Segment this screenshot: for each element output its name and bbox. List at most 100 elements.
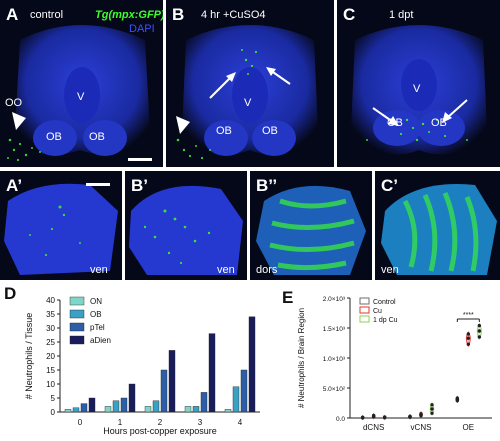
legend-swatch (359, 315, 370, 323)
oo-label: OO (5, 97, 23, 109)
panel-a-prime: A’ ven (0, 171, 122, 280)
bar-pTel (200, 392, 208, 413)
bar-pTel (80, 403, 88, 413)
bar-OB (192, 406, 200, 413)
y-tick-label: 35 (46, 310, 55, 319)
brain-image-1dpt (351, 25, 487, 155)
data-point (371, 413, 376, 418)
panel-b-double-prime: B’’ dors (250, 171, 372, 280)
arrow-icons-b (176, 67, 291, 134)
bar-ON (144, 406, 152, 413)
tissue-image-a-prime (4, 183, 118, 275)
marker-gfp-label: Tg(mpx:GFP) (95, 9, 163, 21)
panel-a-title: control (30, 9, 64, 21)
ob-right-label-b: OB (262, 125, 278, 137)
bar-aDien (88, 397, 96, 413)
arrowhead-icon (12, 112, 26, 130)
y-axis-label: # Neutrophils / Brain Region (297, 308, 306, 408)
data-point (430, 411, 434, 415)
x-tick-label: 1 (118, 418, 123, 427)
ob-left-label-a: OB (46, 131, 62, 143)
panel-a-label: A (6, 5, 19, 24)
y-tick-label: 0 (51, 408, 56, 417)
panel-c-prime: C’ ven (375, 171, 500, 280)
data-point (477, 329, 482, 333)
y-tick-label: 40 (46, 296, 55, 305)
data-point (382, 415, 387, 419)
y-tick-label: 30 (46, 324, 55, 333)
x-tick-label: 0 (78, 418, 83, 427)
legend-label: aDien (90, 336, 111, 345)
data-point (477, 323, 482, 328)
bar-ON (224, 408, 232, 413)
bar-OB (112, 400, 120, 413)
v-label-b: V (244, 97, 252, 109)
x-tick-label: 2 (158, 418, 163, 427)
legend-swatch (69, 335, 85, 345)
legend-label: ON (90, 297, 102, 306)
data-point (455, 396, 460, 400)
panel-c: C 1 dpt V OB OB (337, 0, 500, 167)
y-tick-label: 5 (51, 394, 56, 403)
legend-swatch (69, 322, 85, 332)
y-tick-label: 5.0×10² (323, 386, 346, 393)
arrow-icons-c (372, 99, 468, 126)
brain-image-control (7, 25, 150, 162)
x-axis-label: Hours post-copper exposure (103, 426, 217, 436)
bar-aDien (248, 316, 256, 413)
bar-OB (232, 386, 240, 413)
x-tick-label: 3 (198, 418, 203, 427)
panel-a-prime-label: A’ (6, 176, 23, 195)
bar-pTel (120, 397, 128, 413)
legend-label: OB (90, 310, 102, 319)
panel-c-prime-label: C’ (381, 176, 398, 195)
scale-bar (128, 158, 152, 161)
brain-image-4hr (176, 25, 318, 160)
bar-aDien (168, 350, 176, 413)
legend-label: Cu (373, 308, 382, 315)
y-tick-label: 0.0 (336, 416, 345, 423)
significance-label: **** (463, 312, 474, 319)
data-point (360, 415, 365, 420)
panel-b: B 4 hr +CuSO4 V OB OB (166, 0, 334, 167)
y-axis-label: # Neutrophils / Tissue (24, 313, 34, 400)
y-tick-label: 20 (46, 352, 55, 361)
view-label-b-prime: ven (217, 264, 235, 276)
bar-ON (64, 408, 72, 413)
marker-dapi-label: DAPI (129, 23, 155, 35)
v-label-c: V (413, 83, 421, 95)
panel-b-prime: B’ ven (125, 171, 247, 280)
y-tick-label: 10 (46, 380, 55, 389)
panel-b-double-prime-label: B’’ (256, 176, 278, 195)
x-tick-label: OE (463, 423, 475, 432)
tissue-image-b-double-prime (256, 185, 366, 275)
data-point (430, 403, 434, 407)
v-label-a: V (77, 91, 85, 103)
data-point (466, 332, 471, 336)
panel-b-title: 4 hr +CuSO4 (201, 9, 266, 21)
panel-a: A control Tg(mpx:GFP) DAPI V OO OB OB (0, 0, 163, 167)
data-point (408, 414, 412, 419)
ob-left-label-c: OB (387, 117, 403, 129)
x-tick-label: 4 (238, 418, 243, 427)
view-label-b-double-prime: dors (256, 264, 278, 276)
ob-right-label-c: OB (431, 117, 447, 129)
bar-OB (72, 407, 80, 413)
tissue-image-c-prime (381, 184, 497, 275)
figure-label-e: E (282, 288, 294, 307)
panel-b-prime-label: B’ (131, 176, 148, 195)
legend-label: pTel (90, 323, 105, 332)
scale-bar-a-prime (86, 183, 110, 186)
figure-label-d: D (4, 284, 17, 303)
bar-aDien (208, 333, 216, 413)
chart-d: 0 5 10 15 20 25 30 35 40 0 1 2 3 4 Hours post-copper e… (24, 296, 260, 436)
data-point (430, 407, 434, 411)
legend-label: Control (373, 299, 396, 306)
bar-ON (104, 406, 112, 413)
legend-label: 1 dp Cu (373, 317, 398, 324)
panel-b-label: B (172, 5, 185, 24)
panel-c-title: 1 dpt (389, 9, 414, 21)
x-tick-label: vCNS (411, 423, 432, 432)
panel-c-label: C (343, 5, 356, 24)
y-tick-label: 2.0×10³ (323, 296, 346, 303)
